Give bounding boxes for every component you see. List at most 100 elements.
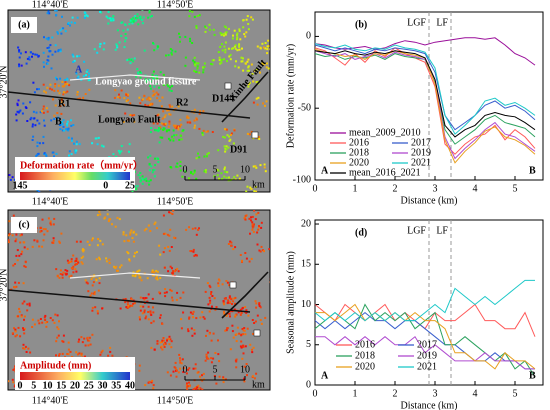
map-pixel [33,239,36,242]
map-pixel [251,351,254,354]
map-pixel [109,19,112,22]
map-pixel [255,306,258,309]
map-pixel [196,62,198,65]
map-pixel [44,314,47,317]
map-pixel [193,126,196,129]
map-pixel [146,98,149,101]
map-pixel [249,186,252,189]
map-pixel [18,307,21,310]
map-pixel [17,326,20,329]
map-pixel [95,258,98,261]
map-pixel [141,175,144,178]
map-pixel [134,273,137,276]
fault-label: LGF [407,17,426,28]
map-pixel [201,311,204,314]
map-pixel [55,76,57,79]
map-annotation: D144 [212,93,234,104]
scale-label: 0 [183,164,188,175]
map-pixel [152,122,155,125]
map-pixel [175,165,178,168]
map-pixel [58,241,61,244]
map-pixel [52,98,54,101]
map-pixel [240,311,243,314]
map-pixel [233,29,236,32]
map-pixel [178,125,181,128]
map-pixel [163,247,166,250]
map-pixel [244,35,247,38]
map-pixel [203,170,206,173]
map-pixel [69,261,71,263]
map-pixel [44,319,47,321]
map-pixel [223,45,226,48]
map-pixel [122,233,125,236]
map-pixel [14,240,17,243]
map-pixel [221,49,224,52]
map-pixel [161,339,164,342]
map-pixel [145,315,148,318]
map-pixel [180,134,183,137]
map-pixel [113,265,115,268]
map-pixel [149,312,152,315]
map-pixel [242,333,245,336]
map-pixel [241,357,244,360]
map-pixel [127,99,129,101]
map-pixel [209,299,212,302]
map-pixel [23,246,26,249]
colorbar-label: 35 [111,380,121,391]
map-pixel [246,60,249,63]
map-pixel [39,230,42,233]
map-pixel [8,241,10,244]
map-pixel [251,319,254,321]
map-pixel [31,245,34,248]
y-tick-label: 0 [306,31,311,42]
map-pixel [218,279,221,282]
map-pixel [2,236,4,238]
map-pixel [32,135,35,138]
map-pixel [23,241,26,244]
map-pixel [180,327,183,330]
map-pixel [101,307,104,310]
map-pixel [117,149,120,152]
y-tick-label: 15 [301,259,311,270]
map-pixel [195,117,198,120]
map-pixel [59,29,62,32]
map-pixel [257,96,260,99]
map-pixel [150,8,152,10]
map-pixel [74,149,77,152]
map-pixel [80,352,83,355]
map-pixel [186,385,189,388]
map-pixel [212,59,215,62]
map-pixel [72,55,75,58]
map-pixel [169,265,172,268]
map-pixel [266,48,269,51]
map-pixel [240,346,243,349]
map-pixel [152,76,155,79]
map-pixel [208,332,211,335]
map-pixel [227,27,230,30]
map-pixel [243,365,246,368]
map-pixel [47,38,50,41]
map-pixel [224,329,227,332]
map-pixel [221,283,224,286]
map-pixel [232,34,234,37]
colorbar-label: 15 [56,380,66,391]
map-pixel [168,234,171,237]
map-pixel [101,349,104,352]
map-pixel [66,269,69,272]
map-pixel [155,129,158,132]
map-pixel [28,58,31,61]
map-pixel [59,77,62,80]
map-pixel [151,297,154,300]
map-pixel [169,211,172,214]
map-pixel [240,60,243,63]
map-pixel [178,138,181,141]
map-pixel [211,305,213,308]
y-tick-label: -100 [293,174,311,185]
map-pixel [263,63,266,66]
x-tick-label: 2 [393,183,398,194]
map-pixel [51,319,54,322]
map-pixel [139,305,142,308]
map-pixel [109,346,112,349]
map-pixel [83,60,86,63]
map-pixel [20,253,23,256]
